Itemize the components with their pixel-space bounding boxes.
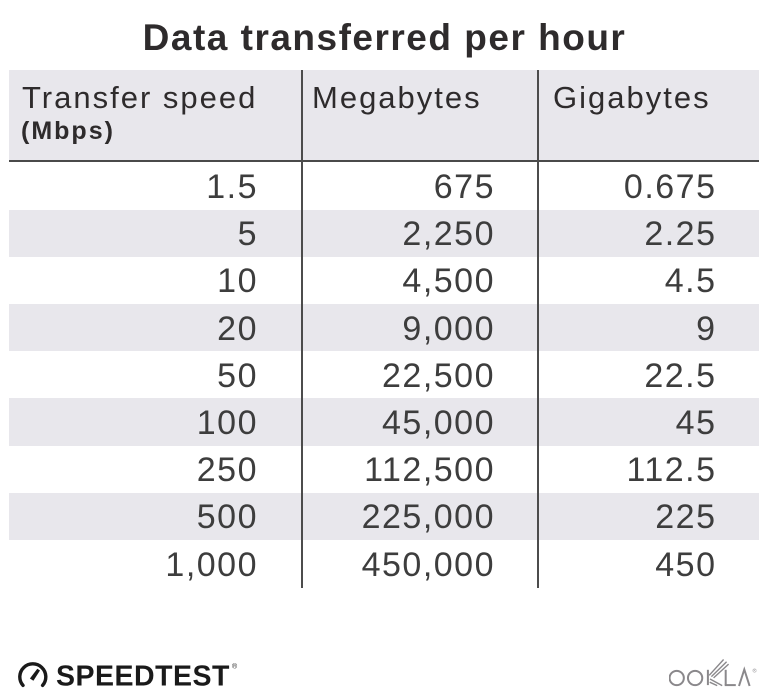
svg-text:®: ®: [232, 663, 238, 671]
svg-text:®: ®: [753, 668, 757, 675]
svg-text:SPEEDTEST: SPEEDTEST: [56, 661, 230, 693]
